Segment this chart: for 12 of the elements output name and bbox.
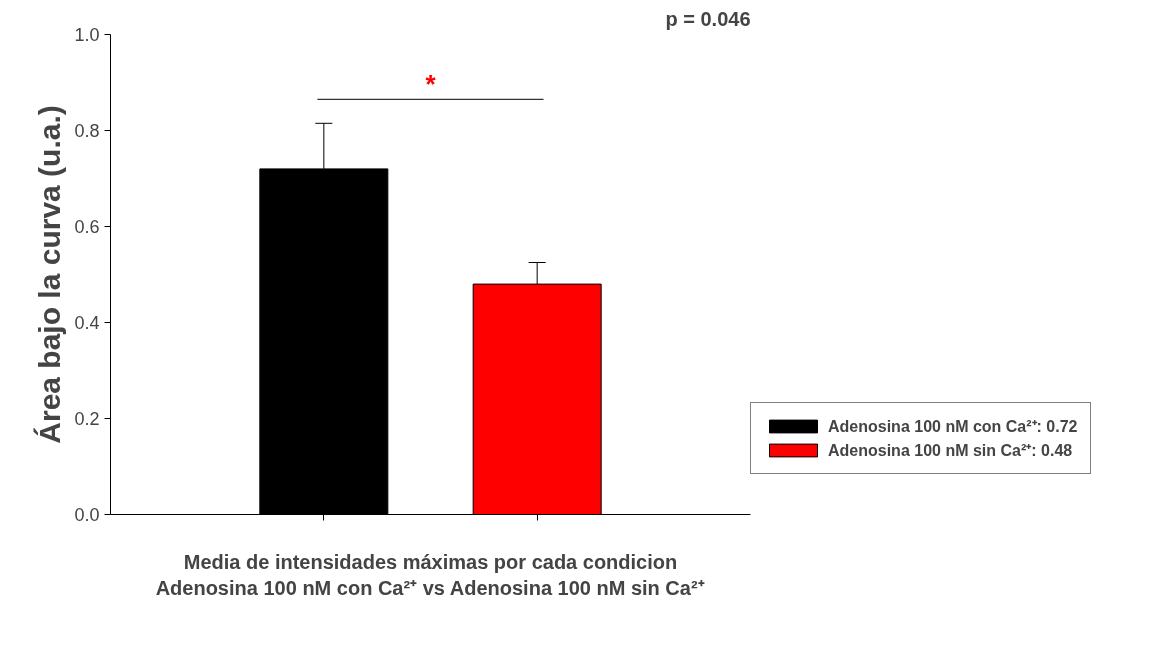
text: p = 0.046 bbox=[665, 7, 751, 30]
y-tick-label: 0.4 bbox=[74, 313, 100, 333]
y-tick-label: 0.6 bbox=[74, 217, 100, 237]
legend-label: Adenosina 100 nM sin Ca²⁺: 0.48 bbox=[828, 441, 1073, 461]
y-tick-label: 0.8 bbox=[74, 121, 100, 141]
y-tick-label: 0.0 bbox=[74, 505, 100, 525]
legend-label: Adenosina 100 nM con Ca²⁺: 0.72 bbox=[828, 417, 1078, 437]
y-axis-title: Área bajo la curva (u.a.) bbox=[33, 105, 67, 444]
x-axis-title: Media de intensidades máximas por cada condicion Adenosina 100 nM con Ca²⁺ vs Adenosina 100 nM sin Ca²⁺ bbox=[155, 550, 705, 599]
y-tick-label: 0.2 bbox=[74, 409, 100, 429]
annotation: * bbox=[425, 69, 437, 100]
y-tick-label: 1.0 bbox=[74, 25, 100, 45]
